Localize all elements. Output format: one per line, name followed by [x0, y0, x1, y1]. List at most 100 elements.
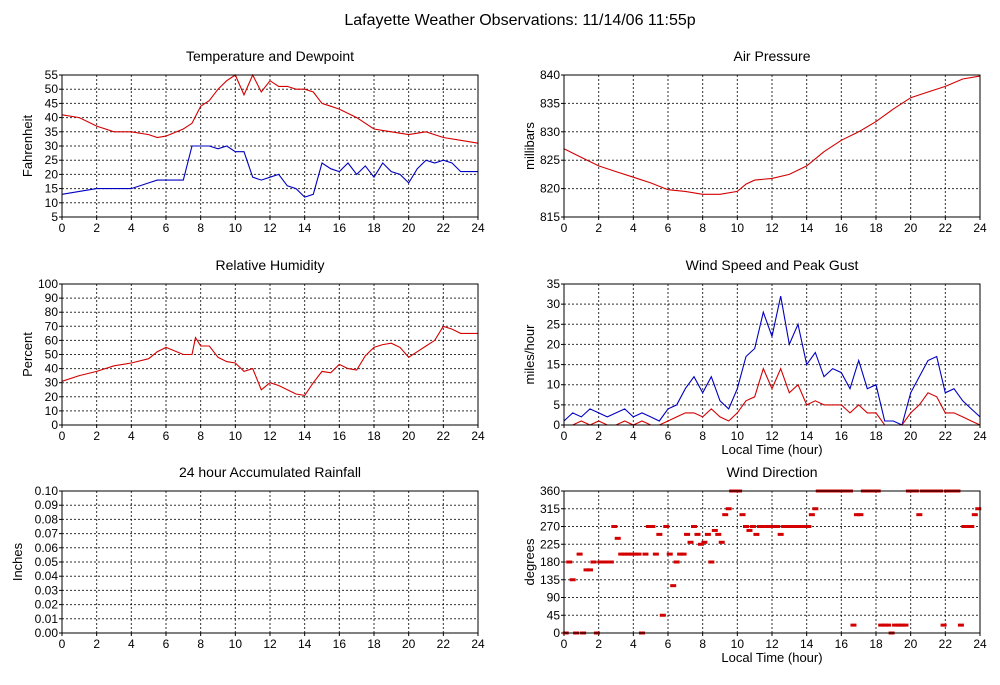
- x-tick-label: 20: [402, 221, 416, 235]
- y-tick-label: 45: [547, 608, 561, 622]
- x-tick-label: 8: [197, 637, 204, 651]
- x-tick-label: 22: [939, 221, 953, 235]
- x-tick-label: 6: [665, 429, 672, 443]
- data-point: [895, 623, 902, 627]
- x-tick-label: 8: [197, 429, 204, 443]
- data-point: [767, 525, 774, 528]
- data-point: [878, 623, 885, 627]
- y-tick-label: 180: [540, 555, 560, 569]
- data-point: [770, 525, 777, 528]
- data-point: [670, 584, 677, 588]
- x-tick-label: 8: [699, 221, 706, 235]
- data-point: [597, 560, 604, 564]
- data-point: [964, 525, 971, 528]
- y-tick-label: 25: [45, 153, 59, 167]
- data-point: [659, 613, 666, 617]
- x-tick-label: 12: [765, 221, 779, 235]
- data-point: [857, 513, 864, 517]
- data-point: [739, 513, 746, 517]
- data-point: [746, 528, 753, 532]
- y-tick-label: 10: [45, 196, 59, 210]
- data-point: [718, 540, 725, 544]
- data-point: [607, 560, 614, 564]
- y-tick-label: 70: [45, 319, 59, 333]
- x-tick-label: 22: [437, 637, 451, 651]
- y-tick-label: 30: [45, 376, 59, 390]
- x-tick-label: 22: [437, 221, 451, 235]
- data-point: [722, 513, 729, 517]
- x-tick-label: 12: [765, 637, 779, 651]
- series-0: [562, 489, 982, 635]
- data-point: [590, 560, 597, 564]
- y-tick-label: 35: [547, 277, 561, 291]
- x-tick-label: 24: [973, 221, 987, 235]
- data-point: [781, 525, 788, 528]
- data-point: [583, 568, 590, 572]
- y-tick-label: 25: [547, 317, 561, 331]
- x-tick-label: 12: [263, 429, 277, 443]
- chart-title: Wind Direction: [726, 464, 817, 480]
- chart-title: Air Pressure: [733, 48, 810, 64]
- x-tick-label: 16: [333, 221, 347, 235]
- x-tick-label: 12: [263, 637, 277, 651]
- x-tick-label: 24: [973, 429, 987, 443]
- y-tick-label: 0.07: [35, 527, 59, 541]
- x-tick-label: 20: [402, 429, 416, 443]
- y-tick-label: 0.00: [35, 626, 59, 640]
- y-tick-label: 5: [553, 398, 560, 412]
- series-line-0: [563, 295, 981, 426]
- y-tick-label: 825: [540, 153, 560, 167]
- y-tick-label: 270: [540, 520, 560, 534]
- series-line-0: [61, 73, 479, 144]
- data-point: [715, 532, 722, 536]
- x-tick-label: 2: [595, 221, 602, 235]
- y-tick-label: 20: [45, 390, 59, 404]
- plot-frame: [563, 283, 981, 426]
- x-tick-label: 16: [333, 637, 347, 651]
- x-tick-label: 6: [163, 637, 170, 651]
- x-tick-label: 18: [869, 637, 883, 651]
- x-tick-label: 2: [595, 429, 602, 443]
- y-tick-label: 820: [540, 182, 560, 196]
- x-tick-label: 24: [471, 221, 485, 235]
- y-tick-label: 0: [553, 626, 560, 640]
- data-point: [885, 623, 892, 627]
- x-tick-label: 6: [665, 637, 672, 651]
- y-tick-label: 15: [547, 358, 561, 372]
- y-tick-label: 0.04: [35, 569, 59, 583]
- y-tick-label: 30: [547, 297, 561, 311]
- x-tick-label: 4: [630, 429, 637, 443]
- x-tick-label: 24: [471, 637, 485, 651]
- x-tick-label: 12: [263, 221, 277, 235]
- plot-frame: [563, 74, 981, 218]
- x-tick-label: 4: [128, 221, 135, 235]
- y-axis-label: Percent: [20, 332, 35, 377]
- y-tick-label: 0.01: [35, 612, 59, 626]
- plot-frame: [61, 283, 479, 426]
- data-point: [694, 532, 701, 536]
- data-point: [784, 525, 791, 528]
- data-point: [899, 623, 905, 627]
- data-point: [711, 528, 718, 532]
- y-tick-label: 50: [45, 82, 59, 96]
- plot-frame: [61, 490, 479, 634]
- x-tick-label: 8: [699, 637, 706, 651]
- x-tick-label: 16: [835, 429, 849, 443]
- data-point: [632, 552, 639, 556]
- y-tick-label: 815: [540, 210, 560, 224]
- y-tick-label: 0.10: [35, 484, 59, 498]
- y-tick-label: 40: [45, 362, 59, 376]
- x-tick-label: 0: [561, 221, 568, 235]
- plot-frame: [61, 74, 479, 218]
- data-point: [763, 525, 770, 528]
- data-point: [625, 552, 632, 556]
- data-point: [902, 623, 909, 627]
- x-tick-label: 14: [298, 221, 312, 235]
- y-axis-label: degrees: [522, 538, 537, 585]
- x-tick-label: 0: [561, 429, 568, 443]
